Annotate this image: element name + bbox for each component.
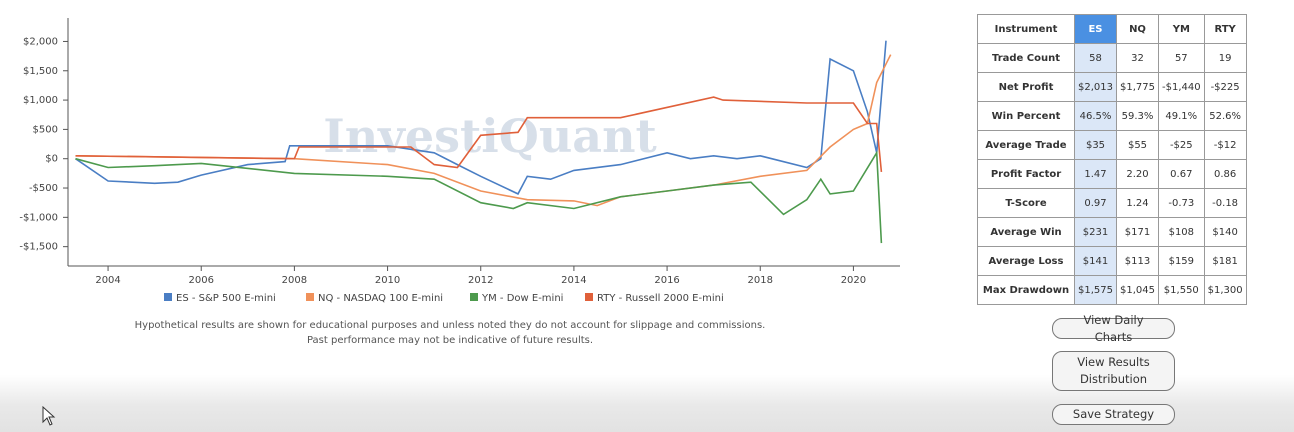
table-cell: -$25 bbox=[1158, 130, 1205, 160]
table-cell: 0.86 bbox=[1203, 159, 1247, 189]
x-tick-label: 2004 bbox=[95, 275, 120, 286]
table-cell: $159 bbox=[1158, 246, 1205, 276]
table-row: Profit Factor 1.47 2.20 0.67 0.86 bbox=[977, 159, 1247, 189]
table-cell: -0.18 bbox=[1203, 188, 1247, 218]
table-cell: $113 bbox=[1116, 246, 1159, 276]
table-row: Instrument ES NQ YM RTY bbox=[977, 14, 1247, 44]
x-tick-label: 2016 bbox=[654, 275, 679, 286]
table-cell: $140 bbox=[1203, 217, 1247, 247]
table-cell: $1,045 bbox=[1116, 275, 1159, 305]
table-cell: $1,775 bbox=[1116, 72, 1159, 102]
table-cell: Average Win bbox=[977, 217, 1075, 247]
y-tick-label: $500 bbox=[33, 124, 58, 135]
table-cell: $1,550 bbox=[1158, 275, 1205, 305]
x-tick-label: 2006 bbox=[189, 275, 214, 286]
table-row: Net Profit $2,013 $1,775 -$1,440 -$225 bbox=[977, 72, 1247, 102]
y-tick-label: $2,000 bbox=[23, 36, 58, 47]
series-line bbox=[75, 150, 883, 244]
table-cell: 58 bbox=[1074, 43, 1117, 73]
table-cell: $55 bbox=[1116, 130, 1159, 160]
table-cell: Net Profit bbox=[977, 72, 1075, 102]
table-cell: Profit Factor bbox=[977, 159, 1075, 189]
disclaimer-line: Hypothetical results are shown for educa… bbox=[134, 320, 766, 331]
table-row: Average Win $231 $171 $108 $140 bbox=[977, 217, 1247, 247]
table-cell: YM bbox=[1158, 14, 1205, 44]
table-row: Max Drawdown $1,575 $1,045 $1,550 $1,300 bbox=[977, 275, 1247, 305]
table-cell: ES bbox=[1074, 14, 1117, 44]
y-tick-label: -$1,500 bbox=[19, 242, 58, 253]
y-tick-label: $1,000 bbox=[23, 95, 58, 106]
legend-swatch bbox=[470, 293, 478, 301]
stats-table: Instrument ES NQ YM RTY Trade Count 58 32 57 19 Ne… bbox=[977, 14, 1247, 305]
table-cell: $2,013 bbox=[1074, 72, 1117, 102]
table-cell: Win Percent bbox=[977, 101, 1075, 131]
table-cell: 0.97 bbox=[1074, 188, 1117, 218]
button[interactable]: View Results Distribution bbox=[1052, 351, 1175, 391]
table-cell: 1.47 bbox=[1074, 159, 1117, 189]
table-cell: -$225 bbox=[1203, 72, 1247, 102]
table-cell: T-Score bbox=[977, 188, 1075, 218]
legend-swatch bbox=[585, 293, 593, 301]
table-cell: Max Drawdown bbox=[977, 275, 1075, 305]
x-tick-label: 2012 bbox=[468, 275, 493, 286]
y-tick-label: $0 bbox=[45, 154, 58, 165]
table-cell: -0.73 bbox=[1158, 188, 1205, 218]
table-cell: $171 bbox=[1116, 217, 1159, 247]
table-cell: 46.5% bbox=[1074, 101, 1117, 131]
table-cell: 0.67 bbox=[1158, 159, 1205, 189]
table-cell: Instrument bbox=[977, 14, 1075, 44]
x-tick-label: 2020 bbox=[841, 275, 866, 286]
legend-swatch bbox=[306, 293, 314, 301]
x-tick-label: 2008 bbox=[282, 275, 307, 286]
table-row: Average Trade $35 $55 -$25 -$12 bbox=[977, 130, 1247, 160]
button[interactable]: View Daily Charts bbox=[1052, 313, 1175, 344]
table-cell: 57 bbox=[1158, 43, 1205, 73]
table-cell: 59.3% bbox=[1116, 101, 1159, 131]
cursor bbox=[42, 406, 56, 426]
table-cell: $1,300 bbox=[1203, 275, 1247, 305]
y-tick-label: -$1,000 bbox=[19, 212, 58, 223]
table-cell: 49.1% bbox=[1158, 101, 1205, 131]
series-line bbox=[75, 96, 883, 172]
legend-label: RTY - Russell 2000 E-mini bbox=[597, 293, 724, 304]
x-tick-label: 2018 bbox=[748, 275, 773, 286]
table-cell: $108 bbox=[1158, 217, 1205, 247]
table-cell: $1,575 bbox=[1074, 275, 1117, 305]
legend-label: YM - Dow E-mini bbox=[481, 293, 563, 304]
table-cell: -$12 bbox=[1203, 130, 1247, 160]
series-line bbox=[75, 40, 887, 195]
table-cell: $231 bbox=[1074, 217, 1117, 247]
disclaimer-line: Past performance may not be indicative o… bbox=[306, 335, 594, 346]
x-tick-label: 2014 bbox=[561, 275, 586, 286]
table-cell: 52.6% bbox=[1203, 101, 1247, 131]
button[interactable]: Save Strategy bbox=[1052, 404, 1175, 425]
legend-label: NQ - NASDAQ 100 E-mini bbox=[318, 293, 443, 304]
table-row: Trade Count 58 32 57 19 bbox=[977, 43, 1247, 73]
table-cell: Trade Count bbox=[977, 43, 1075, 73]
y-tick-label: $1,500 bbox=[23, 66, 58, 77]
table-cell: 1.24 bbox=[1116, 188, 1159, 218]
table-cell: 32 bbox=[1116, 43, 1159, 73]
table-cell: $35 bbox=[1074, 130, 1117, 160]
table-cell: $141 bbox=[1074, 246, 1117, 276]
y-tick-label: -$500 bbox=[29, 183, 58, 194]
table-cell: Average Trade bbox=[977, 130, 1075, 160]
table-row: Win Percent 46.5% 59.3% 49.1% 52.6% bbox=[977, 101, 1247, 131]
table-cell: $181 bbox=[1203, 246, 1247, 276]
disclaimer: Hypothetical results are shown for educa… bbox=[0, 318, 900, 348]
table-row: Average Loss $141 $113 $159 $181 bbox=[977, 246, 1247, 276]
table-row: T-Score 0.97 1.24 -0.73 -0.18 bbox=[977, 188, 1247, 218]
table-cell: 19 bbox=[1203, 43, 1247, 73]
table-cell: RTY bbox=[1203, 14, 1247, 44]
legend-swatch bbox=[164, 293, 172, 301]
table-cell: 2.20 bbox=[1116, 159, 1159, 189]
table-cell: Average Loss bbox=[977, 246, 1075, 276]
table-cell: -$1,440 bbox=[1158, 72, 1205, 102]
legend-label: ES - S&P 500 E-mini bbox=[176, 293, 276, 304]
equity-chart: InvestiQuant -$1,500-$1,000-$500$0$500$1… bbox=[19, 18, 900, 304]
table-cell: NQ bbox=[1116, 14, 1159, 44]
x-tick-label: 2010 bbox=[375, 275, 400, 286]
